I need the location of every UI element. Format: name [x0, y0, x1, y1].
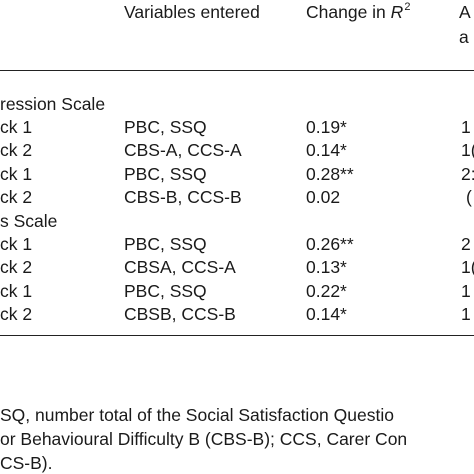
last-cell: 2	[461, 234, 471, 254]
block-label: ck 2	[0, 140, 33, 160]
last-cell: 1(	[461, 140, 474, 160]
section-title: s Scale	[0, 211, 58, 231]
header-rule	[0, 70, 474, 71]
col-header-last-line1: A	[459, 2, 471, 22]
block-label: ck 1	[0, 281, 33, 301]
variables-cell: CBSA, CCS-A	[124, 257, 236, 277]
last-cell: 1	[461, 304, 471, 324]
footnote-line: SQ, number total of the Social Satisfact…	[0, 405, 394, 425]
variables-cell: PBC, SSQ	[124, 281, 207, 301]
variables-cell: CBS-A, CCS-A	[124, 140, 242, 160]
col-header-variables: Variables entered	[124, 2, 260, 22]
block-label: ck 2	[0, 304, 33, 324]
block-label: ck 1	[0, 234, 33, 254]
change-cell: 0.13*	[306, 257, 347, 277]
last-cell: 1(	[461, 257, 474, 277]
change-cell: 0.22*	[306, 281, 347, 301]
variables-cell: PBC, SSQ	[124, 234, 207, 254]
change-cell: 0.28**	[306, 164, 354, 184]
change-cell: 0.26**	[306, 234, 354, 254]
change-cell: 0.02	[306, 187, 341, 207]
variables-cell: PBC, SSQ	[124, 117, 207, 137]
variables-cell: PBC, SSQ	[124, 164, 207, 184]
bottom-rule	[0, 335, 474, 336]
last-cell: 1	[461, 281, 471, 301]
block-label: ck 2	[0, 187, 33, 207]
block-label: ck 2	[0, 257, 33, 277]
col-header-change: Change in R2	[306, 1, 411, 22]
last-cell: 1	[461, 117, 471, 137]
last-cell: (	[466, 187, 472, 207]
block-label: ck 1	[0, 164, 33, 184]
footnote-line: CS-B).	[0, 453, 53, 473]
last-cell: 2:	[461, 164, 474, 184]
block-label: ck 1	[0, 117, 33, 137]
change-cell: 0.14*	[306, 304, 347, 324]
section-title: ression Scale	[0, 94, 106, 114]
variables-cell: CBS-B, CCS-B	[124, 187, 242, 207]
footnote-line: or Behavioural Difficulty B (CBS-B); CCS…	[0, 429, 408, 449]
r-superscript: 2	[404, 1, 411, 13]
change-label: Change in	[306, 2, 386, 22]
col-header-last-line2: a	[459, 27, 469, 47]
change-cell: 0.19*	[306, 117, 347, 137]
r-letter: R	[390, 2, 404, 22]
change-cell: 0.14*	[306, 140, 347, 160]
variables-cell: CBSB, CCS-B	[124, 304, 236, 324]
